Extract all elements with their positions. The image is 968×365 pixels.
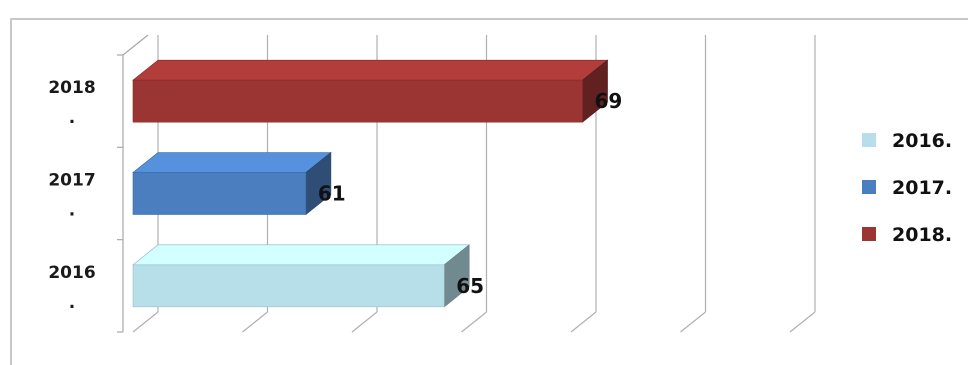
axis-depth-line (122, 34, 149, 56)
bar-top-face (132, 59, 609, 81)
legend-label: 2018. (892, 224, 952, 246)
category-label: 2018. (48, 78, 95, 128)
legend-swatch (862, 180, 876, 194)
data-label: 65 (456, 274, 484, 298)
bar-top-face (132, 152, 332, 173)
bar-top-face (132, 244, 471, 266)
gridline-floor (351, 311, 378, 333)
category-label: 2016. (48, 263, 95, 313)
bar-2018. (132, 59, 609, 123)
gridline-floor (461, 311, 487, 333)
bar-2017. (132, 151, 332, 216)
category-axis: 2016. 2017. 2018. (48, 34, 149, 333)
legend: 2016. 2017. 2018. (862, 130, 952, 246)
legend-swatch (862, 133, 876, 147)
data-label: 69 (595, 89, 623, 113)
bar-front-face (132, 79, 583, 123)
bar-front-face (132, 264, 445, 308)
legend-label: 2016. (892, 130, 952, 152)
bar-2016. (132, 244, 471, 308)
gridline-floor (680, 311, 706, 333)
data-label: 61 (318, 182, 346, 206)
gridline-floor (570, 311, 597, 333)
bars (132, 59, 609, 308)
gridline-floor (132, 311, 159, 333)
gridline-floor (789, 311, 816, 333)
gridline-floor (242, 311, 268, 333)
bar-front-face (132, 172, 307, 215)
chart-frame (10, 18, 968, 365)
category-label: 2017. (48, 171, 95, 221)
legend-label: 2017. (892, 177, 952, 199)
legend-swatch (862, 227, 876, 241)
data-labels: 65 61 69 (318, 89, 622, 298)
